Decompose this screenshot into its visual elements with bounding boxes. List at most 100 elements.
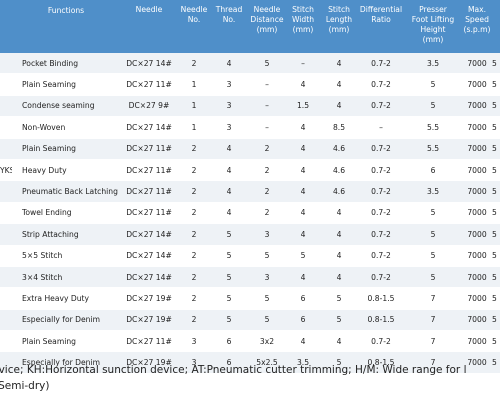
table-cell: 4 [286,202,320,225]
column-header: Stitch Width (mm) [286,0,320,53]
table-cell: 5 [492,330,500,353]
function-cell: Especially for Denim [12,309,120,332]
table-cell: 5 [404,266,462,289]
column-header: Differential Ratio [358,0,404,53]
table-cell: 5 [320,287,358,310]
table-cell: DC×27 19# [120,351,178,374]
function-cell: Extra Heavy Duty [12,287,120,310]
table-cell: 7000 [462,309,492,332]
table-cell: – [248,116,286,139]
table-cell: DC×27 11# [120,138,178,160]
table-cell: 3.5 [286,351,320,374]
table-cell: 5 [210,287,248,310]
table-cell: 0.7-2 [358,53,404,75]
table-cell: 5 [320,351,358,374]
table-cell: 7000 [462,202,492,225]
table-cell: 0.7-2 [358,266,404,289]
function-cell: Plain Seaming [12,330,120,353]
table-cell [0,180,12,203]
table-cell: 7000 [462,223,492,246]
table-cell: DC×27 11# [120,330,178,353]
function-cell: Towel Ending [12,202,120,225]
function-cell: Plain Seaming [12,138,120,160]
table-cell: 7000 [462,245,492,267]
table-cell: 7 [404,351,462,374]
table-row: Especially for Denim DC×27 19# 3 6 5x2.5 3.5 5… [0,351,500,374]
table-cell [0,95,12,118]
table-cell: 0.7-2 [358,159,404,182]
table-cell: 0.8-1.5 [358,287,404,310]
table-cell [0,73,12,96]
table-cell: DC×27 14# [120,266,178,289]
column-header: Stitch Length (mm) [320,0,358,53]
table-cell: 5 [492,95,500,118]
table-row: Pneumatic Back Latching DC×27 11# 2 4 2 4 4.6 0… [0,180,500,203]
table-row: 5×5 Stitch DC×27 14# 2 5 5 5 4 0.7-2 5 7000 5 [0,245,500,267]
table-cell: 2 [178,266,210,289]
table-cell: 3.5 [404,180,462,203]
footnote: tion device; KH:Horizontal sunction devi… [0,362,500,394]
table-cell: 2 [178,309,210,332]
table-cell: 0.7-2 [358,223,404,246]
table-cell: 4 [320,53,358,75]
table-cell: DC×27 9# [120,95,178,118]
table-cell: 2 [248,138,286,160]
table-cell: 4 [286,116,320,139]
table-cell: 5 [492,287,500,310]
table-cell: 4 [286,73,320,96]
table-row: Pocket Binding DC×27 14# 2 4 5–4 0.7-2 3.5 7000… [0,53,500,75]
table-cell [0,53,12,75]
table-cell: 5 [492,116,500,139]
table-cell: 7000 [462,73,492,96]
function-cell: Heavy Duty [12,159,120,182]
table-cell [0,245,12,267]
table-cell: 7000 [462,351,492,374]
table-cell: 0.7-2 [358,73,404,96]
table-cell: 4.6 [320,138,358,160]
table-cell: DC×27 14# [120,223,178,246]
table-cell: 1 [178,95,210,118]
table-cell: 4 [320,95,358,118]
table-cell: 4 [286,138,320,160]
table-cell: – [286,53,320,75]
table-cell: 5 [492,138,500,160]
table-cell: 5 [492,53,500,75]
table-cell: 0.7-2 [358,138,404,160]
function-cell: Plain Seaming [12,73,120,96]
table-cell: DC×27 11# [120,180,178,203]
table-cell: 8.5 [320,116,358,139]
function-cell: 5×5 Stitch [12,245,120,267]
table-cell: 2 [178,53,210,75]
table-cell: 5 [210,266,248,289]
table-cell: 0.8-1.5 [358,351,404,374]
function-cell: Strip Attaching [12,223,120,246]
table-cell: 6 [210,351,248,374]
table-cell: 7000 [462,159,492,182]
function-cell: Especially for Denim [12,351,120,374]
table-cell: 2 [178,138,210,160]
column-header: Functions [12,0,120,53]
table-cell: DC×27 11# [120,202,178,225]
table-row: Especially for Denim DC×27 19# 2 5 5 6 5 0.8-1.… [0,309,500,332]
table-cell: 7000 [462,330,492,353]
table-row: Strip Attaching DC×27 14# 2 5 3 4 4 0.7-2 5 7000 5 [0,223,500,246]
table-cell: 5 [404,73,462,96]
table-row: Towel Ending DC×27 11# 2 4 2 4 4 0.7-2 5 7000 5 [0,202,500,225]
table-cell: 4 [210,138,248,160]
table-row: Plain Seaming DC×27 11# 2 4 2 4 4.6 0.7-2 5.5 700… [0,138,500,160]
table-cell: 2 [178,223,210,246]
table-cell: 5.5 [404,138,462,160]
table-cell: 3 [210,95,248,118]
table-cell: 6 [286,309,320,332]
table-cell: 3x2 [248,330,286,353]
table-cell: DC×27 14# [120,245,178,267]
table-cell: 5 [286,245,320,267]
table-cell: 3 [248,266,286,289]
column-header: Needle Distance (mm) [248,0,286,53]
table-cell: 4.6 [320,180,358,203]
table-cell: 2 [178,287,210,310]
table-cell: 1.5 [286,95,320,118]
table-cell: 5 [492,202,500,225]
column-header [492,0,500,53]
